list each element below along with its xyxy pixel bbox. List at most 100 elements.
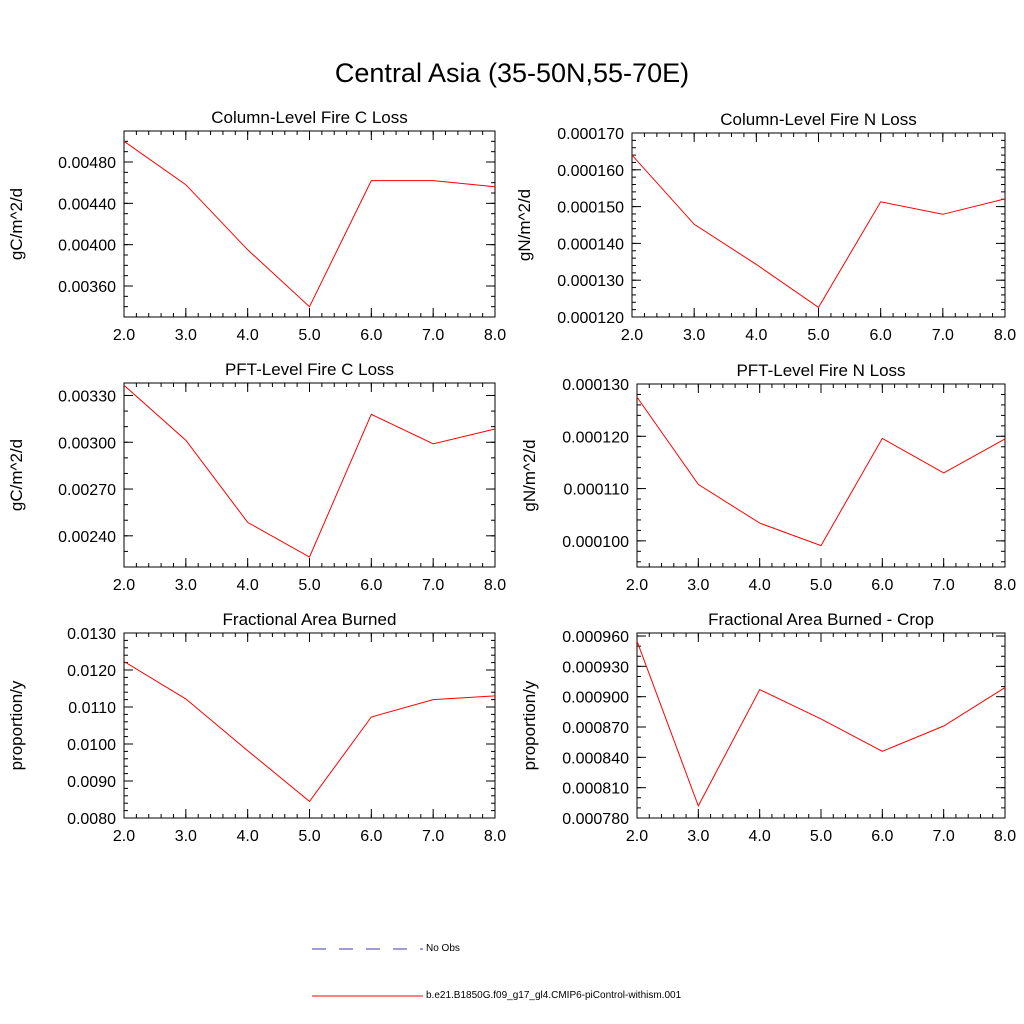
x-tick-label: 8.0 xyxy=(484,828,506,845)
y-axis-label: gN/m^2/d xyxy=(515,189,534,261)
y-tick-label: 0.0110 xyxy=(68,700,116,717)
y-tick-label: 0.00360 xyxy=(58,279,116,296)
x-tick-label: 6.0 xyxy=(871,577,893,594)
x-tick-label: 3.0 xyxy=(683,327,705,344)
x-tick-label: 7.0 xyxy=(932,327,954,344)
y-tick-label: 0.000780 xyxy=(562,811,629,828)
chart-title: Fractional Area Burned xyxy=(223,610,397,629)
y-tick-label: 0.000810 xyxy=(562,781,629,798)
x-tick-label: 7.0 xyxy=(422,327,444,344)
y-tick-label: 0.0100 xyxy=(67,737,116,754)
y-tick-label: 0.000870 xyxy=(562,720,629,737)
x-tick-label: 4.0 xyxy=(749,577,771,594)
chart-title: Column-Level Fire N Loss xyxy=(720,110,917,129)
series-line xyxy=(123,661,496,803)
y-tick-label: 0.00440 xyxy=(58,196,116,213)
y-tick-label: 0.00480 xyxy=(58,155,116,172)
y-tick-label: 0.000110 xyxy=(563,482,629,499)
plot-frame xyxy=(631,132,1006,318)
y-tick-label: 0.000130 xyxy=(557,273,624,290)
y-tick-label: 0.0090 xyxy=(67,774,116,791)
x-tick-label: 2.0 xyxy=(113,828,135,845)
chart-panel-2: Column-Level Fire N Loss gN/m^2/d 2.0 3.0 4.… xyxy=(515,110,1016,344)
y-tick-label: 0.000150 xyxy=(557,200,624,217)
y-tick-label: 0.00270 xyxy=(58,482,116,499)
y-tick-label: 0.000170 xyxy=(557,126,624,143)
chart-title: Fractional Area Burned - Crop xyxy=(708,610,934,629)
x-tick-label: 7.0 xyxy=(422,828,444,845)
y-tick-label: 0.000120 xyxy=(557,310,624,327)
y-tick-label: 0.00300 xyxy=(58,435,116,452)
x-tick-label: 3.0 xyxy=(175,577,197,594)
y-tick-label: 0.000930 xyxy=(562,659,629,676)
legend-obs-label: No Obs xyxy=(426,943,460,954)
series-line xyxy=(123,384,496,558)
y-axis-label: proportion/y xyxy=(520,680,539,770)
x-tick-label: 8.0 xyxy=(994,828,1016,845)
y-tick-label: 0.000160 xyxy=(557,163,624,180)
chart-panel-6: Fractional Area Burned - Crop proportion/… xyxy=(520,610,1016,845)
series-line xyxy=(636,396,1006,547)
chart-title: PFT-Level Fire C Loss xyxy=(225,360,394,379)
y-tick-label: 0.00240 xyxy=(58,529,116,546)
x-tick-label: 8.0 xyxy=(484,577,506,594)
chart-panel-4: PFT-Level Fire N Loss gN/m^2/d 2.0 3.0 4.0 5.… xyxy=(520,361,1016,594)
legend-swatches xyxy=(312,948,423,997)
y-tick-label: 0.0130 xyxy=(67,626,116,643)
x-tick-label: 5.0 xyxy=(807,327,829,344)
series-line xyxy=(631,154,1006,309)
y-tick-label: 0.000130 xyxy=(562,377,629,394)
x-tick-label: 4.0 xyxy=(749,828,771,845)
y-tick-label: 0.0120 xyxy=(67,663,116,680)
series-line xyxy=(636,640,1006,808)
plot-frame xyxy=(123,130,496,318)
y-axis-label: proportion/y xyxy=(7,680,26,770)
x-tick-label: 5.0 xyxy=(298,327,320,344)
y-tick-label: 0.000100 xyxy=(562,534,629,551)
x-tick-label: 4.0 xyxy=(745,327,767,344)
plot-frame xyxy=(123,382,496,568)
x-tick-label: 6.0 xyxy=(360,828,382,845)
series-line xyxy=(123,140,496,308)
x-tick-label: 8.0 xyxy=(484,327,506,344)
chart-panel-3: PFT-Level Fire C Loss gC/m^2/d 2.0 3.0 4.0 5.… xyxy=(7,360,506,594)
x-tick-label: 8.0 xyxy=(994,327,1016,344)
x-tick-label: 4.0 xyxy=(237,828,259,845)
x-tick-label: 5.0 xyxy=(298,828,320,845)
y-axis-label: gN/m^2/d xyxy=(520,439,539,511)
x-tick-label: 2.0 xyxy=(621,327,643,344)
x-tick-label: 6.0 xyxy=(871,828,893,845)
figure-title: Central Asia (35-50N,55-70E) xyxy=(334,58,690,88)
x-tick-label: 2.0 xyxy=(626,577,648,594)
x-tick-label: 4.0 xyxy=(237,327,259,344)
y-tick-label: 0.000900 xyxy=(562,690,629,707)
chart-panel-5: Fractional Area Burned proportion/y 2.0 3.0… xyxy=(7,610,506,845)
x-tick-label: 3.0 xyxy=(687,577,709,594)
chart-title: PFT-Level Fire N Loss xyxy=(736,361,905,380)
x-tick-label: 3.0 xyxy=(175,828,197,845)
y-tick-label: 0.000140 xyxy=(557,236,624,253)
chart-title: Column-Level Fire C Loss xyxy=(211,108,408,127)
x-tick-label: 6.0 xyxy=(360,577,382,594)
y-tick-label: 0.00330 xyxy=(58,388,116,405)
plot-frame xyxy=(123,632,496,819)
x-tick-label: 3.0 xyxy=(687,828,709,845)
x-tick-label: 8.0 xyxy=(994,577,1016,594)
x-tick-label: 5.0 xyxy=(810,828,832,845)
x-tick-label: 3.0 xyxy=(175,327,197,344)
y-tick-label: 0.00400 xyxy=(58,238,116,255)
x-tick-label: 6.0 xyxy=(360,327,382,344)
y-axis-label: gC/m^2/d xyxy=(7,188,26,260)
x-tick-label: 2.0 xyxy=(113,327,135,344)
x-tick-label: 5.0 xyxy=(298,577,320,594)
y-axis-label: gC/m^2/d xyxy=(7,439,26,511)
x-tick-label: 4.0 xyxy=(237,577,259,594)
x-tick-label: 5.0 xyxy=(810,577,832,594)
chart-panel-1: Column-Level Fire C Loss gC/m^2/d 2.0 3.0 4.… xyxy=(7,108,506,344)
x-tick-label: 2.0 xyxy=(113,577,135,594)
x-tick-label: 2.0 xyxy=(626,828,648,845)
x-tick-label: 7.0 xyxy=(933,828,955,845)
x-tick-label: 6.0 xyxy=(870,327,892,344)
y-tick-label: 0.000120 xyxy=(562,429,629,446)
